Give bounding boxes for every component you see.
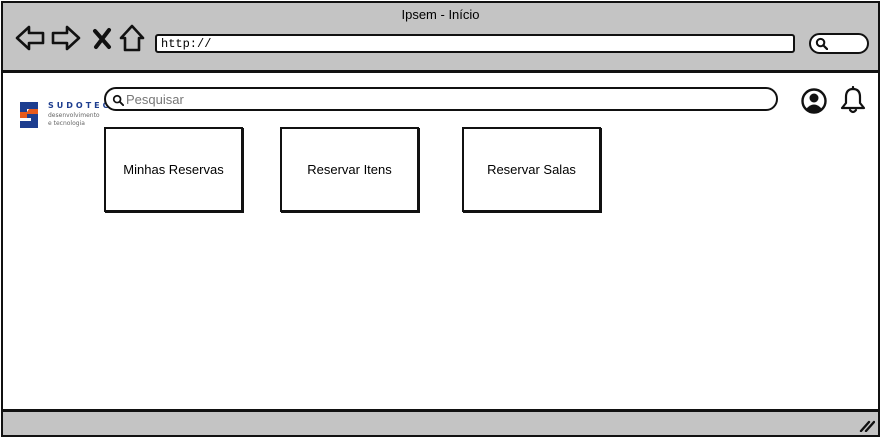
search-input[interactable] [126,90,766,108]
magnifier-icon [815,37,828,50]
notifications-button[interactable] [840,86,866,114]
card-reservar-salas[interactable]: Reservar Salas [462,127,601,212]
user-avatar-icon [801,88,827,114]
logo-name: SUDOTEC [48,101,112,110]
sudotec-logo[interactable]: SUDOTEC desenvolvimento e tecnologia [17,100,109,134]
window-title: Ipsem - Início [401,7,480,22]
status-bar [3,409,878,435]
arrow-left-icon [15,25,45,51]
resize-grip[interactable] [859,418,875,432]
browser-search-button[interactable] [809,33,869,54]
bell-icon [840,86,866,114]
browser-chrome: Ipsem - Início [3,3,878,73]
search-icon [112,94,124,106]
resize-grip-icon [859,420,875,432]
arrow-right-icon [51,25,81,51]
user-profile-button[interactable] [800,87,828,115]
close-x-icon [93,28,111,49]
stop-button[interactable] [91,23,113,53]
card-minhas-reservas[interactable]: Minhas Reservas [104,127,243,212]
url-input[interactable] [155,34,795,53]
home-button[interactable] [117,23,147,53]
card-reservar-itens[interactable]: Reservar Itens [280,127,419,212]
logo-tagline: desenvolvimento e tecnologia [48,112,100,127]
home-icon [119,24,145,52]
back-button[interactable] [15,23,45,53]
sudotec-logo-mark-icon [20,102,38,128]
forward-button[interactable] [51,23,81,53]
page-search-bar[interactable] [104,87,778,111]
